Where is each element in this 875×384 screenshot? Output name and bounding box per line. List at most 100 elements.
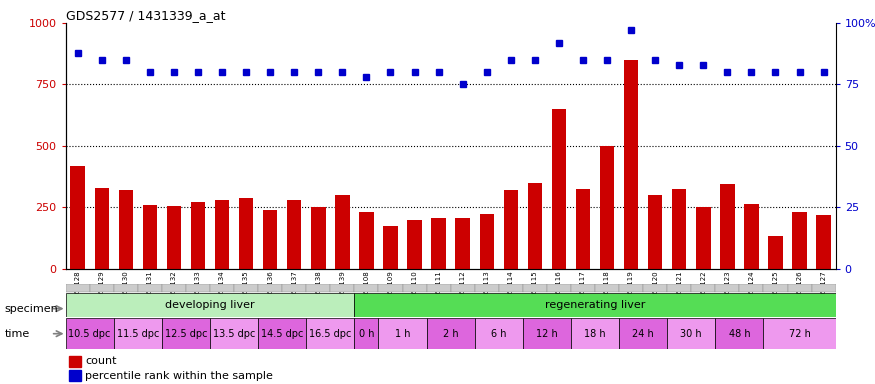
Bar (379, 284, 402, 292)
Bar (480, 214, 494, 269)
Bar (672, 189, 687, 269)
Text: 24 h: 24 h (633, 329, 654, 339)
Bar (114, 318, 162, 349)
Bar (552, 109, 566, 269)
Text: regenerating liver: regenerating liver (545, 300, 645, 310)
Text: 48 h: 48 h (729, 329, 750, 339)
Bar (504, 190, 518, 269)
Bar (210, 284, 235, 292)
Bar (94, 188, 109, 269)
Text: 12.5 dpc: 12.5 dpc (164, 329, 207, 339)
Bar (66, 318, 114, 349)
Bar (90, 284, 114, 292)
Bar (788, 284, 812, 292)
Bar (354, 284, 379, 292)
Bar (696, 207, 710, 269)
Bar (745, 204, 759, 269)
Text: 16.5 dpc: 16.5 dpc (309, 329, 352, 339)
Bar (456, 218, 470, 269)
Bar (383, 226, 397, 269)
Bar (499, 284, 523, 292)
Text: 6 h: 6 h (491, 329, 507, 339)
Bar (331, 284, 354, 292)
Bar (143, 205, 158, 269)
Bar (576, 189, 591, 269)
Bar (528, 183, 542, 269)
Bar (475, 318, 523, 349)
Bar (763, 318, 836, 349)
Bar (739, 284, 763, 292)
Bar (716, 284, 739, 292)
Bar (547, 284, 571, 292)
Bar (451, 284, 475, 292)
Text: 13.5 dpc: 13.5 dpc (213, 329, 256, 339)
Text: 11.5 dpc: 11.5 dpc (116, 329, 159, 339)
Bar (643, 284, 668, 292)
Bar (335, 195, 350, 269)
Text: GDS2577 / 1431339_a_at: GDS2577 / 1431339_a_at (66, 9, 225, 22)
Bar (282, 284, 306, 292)
Bar (812, 284, 836, 292)
Bar (402, 284, 427, 292)
Bar (793, 212, 807, 269)
Bar (523, 318, 571, 349)
Bar (571, 284, 595, 292)
Bar (379, 318, 427, 349)
Text: 10.5 dpc: 10.5 dpc (68, 329, 111, 339)
Bar (648, 195, 662, 269)
Bar (475, 284, 499, 292)
Text: time: time (4, 329, 30, 339)
Bar (431, 218, 446, 269)
Text: 72 h: 72 h (788, 329, 810, 339)
Bar (69, 356, 81, 367)
Bar (66, 293, 354, 317)
Bar (620, 284, 643, 292)
Bar (162, 284, 186, 292)
Text: 12 h: 12 h (536, 329, 557, 339)
Bar (215, 200, 229, 269)
Bar (306, 284, 331, 292)
Text: 1 h: 1 h (395, 329, 410, 339)
Bar (71, 166, 85, 269)
Bar (720, 184, 735, 269)
Bar (138, 284, 162, 292)
Bar (668, 318, 716, 349)
Bar (162, 318, 210, 349)
Bar (306, 318, 354, 349)
Text: 18 h: 18 h (584, 329, 605, 339)
Bar (624, 60, 639, 269)
Bar (186, 284, 210, 292)
Bar (167, 206, 181, 269)
Bar (354, 293, 836, 317)
Bar (620, 318, 668, 349)
Bar (69, 370, 81, 381)
Bar (763, 284, 788, 292)
Bar (595, 284, 619, 292)
Bar (600, 146, 614, 269)
Bar (523, 284, 547, 292)
Bar (258, 284, 282, 292)
Bar (210, 318, 258, 349)
Bar (239, 197, 254, 269)
Text: 0 h: 0 h (359, 329, 374, 339)
Bar (114, 284, 138, 292)
Text: percentile rank within the sample: percentile rank within the sample (85, 371, 273, 381)
Bar (191, 202, 206, 269)
Bar (287, 200, 301, 269)
Bar (263, 210, 277, 269)
Bar (408, 220, 422, 269)
Text: 14.5 dpc: 14.5 dpc (261, 329, 304, 339)
Bar (816, 215, 831, 269)
Bar (234, 284, 258, 292)
Bar (427, 318, 475, 349)
Text: count: count (85, 356, 116, 366)
Bar (691, 284, 716, 292)
Bar (571, 318, 620, 349)
Bar (354, 318, 379, 349)
Text: developing liver: developing liver (165, 300, 255, 310)
Bar (119, 190, 133, 269)
Bar (768, 236, 783, 269)
Bar (427, 284, 451, 292)
Text: 2 h: 2 h (443, 329, 458, 339)
Bar (258, 318, 306, 349)
